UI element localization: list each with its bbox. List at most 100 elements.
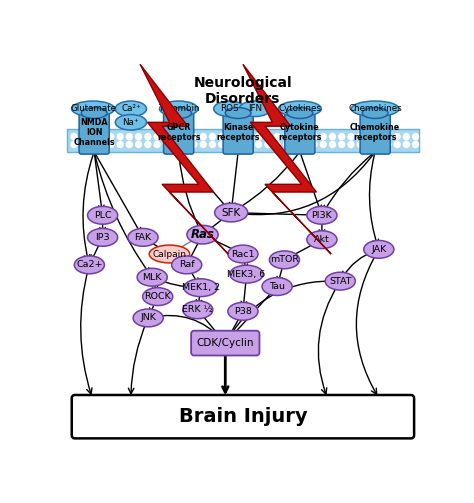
- Circle shape: [164, 134, 169, 140]
- Circle shape: [255, 134, 262, 140]
- Circle shape: [320, 134, 326, 140]
- Circle shape: [283, 141, 289, 147]
- Text: Kinase
receptors: Kinase receptors: [217, 123, 260, 142]
- Circle shape: [117, 141, 123, 147]
- Circle shape: [201, 141, 206, 147]
- Ellipse shape: [149, 245, 190, 263]
- Circle shape: [339, 134, 345, 140]
- Circle shape: [302, 141, 308, 147]
- Circle shape: [71, 134, 77, 140]
- Text: mTOR: mTOR: [270, 256, 299, 264]
- Ellipse shape: [307, 231, 337, 248]
- Text: FAK: FAK: [135, 233, 152, 242]
- Circle shape: [127, 134, 132, 140]
- Ellipse shape: [160, 101, 198, 117]
- Text: JNK: JNK: [140, 313, 156, 322]
- Circle shape: [274, 141, 280, 147]
- Circle shape: [80, 134, 86, 140]
- Text: GPCR
receptors: GPCR receptors: [157, 123, 201, 142]
- Circle shape: [255, 141, 262, 147]
- Circle shape: [154, 134, 160, 140]
- Text: MEK1, 2: MEK1, 2: [182, 283, 220, 292]
- Circle shape: [90, 141, 95, 147]
- FancyBboxPatch shape: [285, 111, 315, 154]
- Ellipse shape: [184, 279, 218, 297]
- Circle shape: [339, 141, 345, 147]
- Text: Neurological
Disorders: Neurological Disorders: [193, 76, 292, 106]
- Ellipse shape: [115, 115, 146, 130]
- Text: IFN: IFN: [248, 104, 262, 113]
- Circle shape: [274, 134, 280, 140]
- Circle shape: [413, 134, 419, 140]
- Circle shape: [311, 141, 317, 147]
- Circle shape: [311, 134, 317, 140]
- Circle shape: [237, 134, 243, 140]
- Text: Chemokines: Chemokines: [348, 104, 402, 113]
- Text: Calpain: Calpain: [153, 249, 186, 259]
- FancyBboxPatch shape: [67, 129, 419, 152]
- Ellipse shape: [214, 101, 245, 117]
- FancyBboxPatch shape: [360, 111, 390, 154]
- FancyBboxPatch shape: [72, 395, 414, 439]
- Circle shape: [283, 134, 289, 140]
- Circle shape: [366, 134, 373, 140]
- Circle shape: [201, 134, 206, 140]
- Text: ROS: ROS: [220, 104, 238, 113]
- Ellipse shape: [166, 108, 191, 119]
- Text: Brain Injury: Brain Injury: [179, 407, 307, 426]
- FancyBboxPatch shape: [79, 111, 109, 154]
- Text: Na⁺: Na⁺: [123, 118, 139, 127]
- Ellipse shape: [287, 108, 313, 119]
- Text: Cytokine
receptors: Cytokine receptors: [278, 123, 322, 142]
- Circle shape: [413, 141, 419, 147]
- FancyBboxPatch shape: [223, 111, 253, 154]
- Circle shape: [90, 134, 95, 140]
- Text: MEK3, 6: MEK3, 6: [228, 270, 266, 279]
- Circle shape: [182, 141, 188, 147]
- Ellipse shape: [362, 108, 388, 119]
- Ellipse shape: [172, 256, 202, 274]
- Circle shape: [191, 141, 197, 147]
- Circle shape: [127, 141, 132, 147]
- Circle shape: [164, 141, 169, 147]
- Text: IP3: IP3: [95, 233, 110, 242]
- Polygon shape: [243, 64, 331, 254]
- Circle shape: [385, 134, 391, 140]
- Circle shape: [292, 134, 299, 140]
- Circle shape: [219, 141, 225, 147]
- Circle shape: [265, 141, 271, 147]
- Circle shape: [376, 134, 382, 140]
- Circle shape: [329, 134, 336, 140]
- Ellipse shape: [307, 206, 337, 224]
- Circle shape: [376, 141, 382, 147]
- Text: Ca²⁺: Ca²⁺: [121, 104, 141, 113]
- Text: Rac1: Rac1: [231, 249, 255, 259]
- Ellipse shape: [228, 302, 258, 320]
- Text: PLC: PLC: [94, 211, 111, 220]
- Circle shape: [357, 141, 363, 147]
- Text: SFK: SFK: [221, 208, 241, 218]
- Circle shape: [246, 141, 252, 147]
- Text: STAT: STAT: [329, 277, 352, 286]
- Ellipse shape: [364, 240, 394, 258]
- Text: PI3K: PI3K: [311, 211, 332, 220]
- Circle shape: [265, 134, 271, 140]
- Ellipse shape: [278, 101, 321, 117]
- Circle shape: [246, 134, 252, 140]
- Text: P38: P38: [234, 307, 252, 316]
- Text: ROCK: ROCK: [144, 292, 171, 301]
- Text: Tau: Tau: [269, 282, 285, 291]
- Ellipse shape: [115, 101, 146, 117]
- FancyBboxPatch shape: [164, 111, 194, 154]
- Text: NMDA
ION
Channels: NMDA ION Channels: [73, 118, 115, 146]
- Circle shape: [403, 134, 409, 140]
- Text: CDK/Cyclin: CDK/Cyclin: [197, 338, 254, 348]
- Text: Raf: Raf: [179, 261, 194, 270]
- Text: Cytokines: Cytokines: [278, 104, 321, 113]
- Circle shape: [237, 141, 243, 147]
- Circle shape: [302, 134, 308, 140]
- Ellipse shape: [228, 245, 258, 263]
- Circle shape: [191, 134, 197, 140]
- Ellipse shape: [230, 265, 264, 283]
- Circle shape: [173, 141, 178, 147]
